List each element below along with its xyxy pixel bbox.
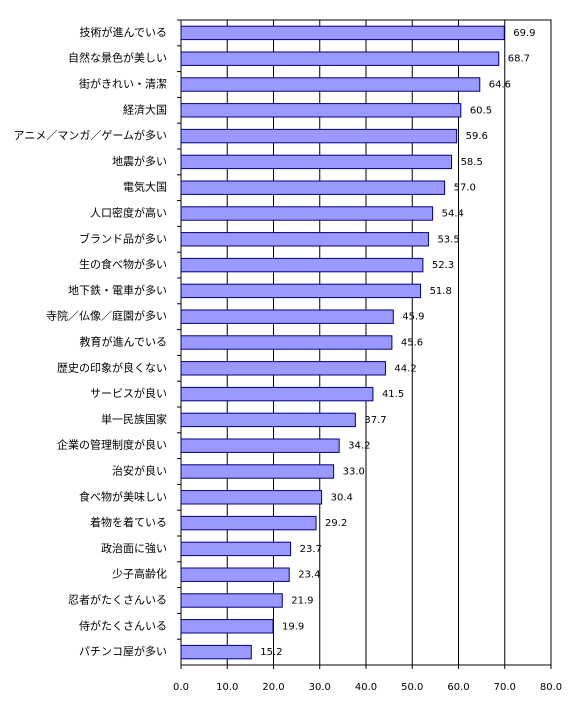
bar	[180, 51, 500, 66]
bar	[180, 412, 356, 428]
x-tick-label: 50.0	[401, 682, 423, 693]
value-label: 44.2	[394, 363, 416, 374]
bar	[180, 103, 462, 118]
value-label: 59.6	[466, 131, 488, 142]
bar	[180, 386, 374, 402]
y-tick-label: 技術が進んでいる	[80, 25, 167, 39]
bar	[180, 464, 335, 479]
bar	[180, 25, 505, 41]
bar	[180, 335, 393, 350]
value-label: 37.7	[364, 415, 386, 426]
y-tick-label: 食べ物が美味しい	[79, 489, 167, 503]
x-tick-label: 70.0	[494, 682, 516, 693]
y-tick-label: 政治面に強い	[101, 541, 167, 555]
value-label: 54.4	[442, 209, 464, 220]
y-tick-label: 街がきれい・清潔	[79, 77, 167, 91]
y-tick-label: ブランド品が多い	[79, 231, 167, 245]
value-label: 15.2	[260, 647, 282, 658]
x-tick-label: 80.0	[540, 682, 562, 693]
bar	[180, 515, 317, 531]
y-tick-label: 自然な景色が美しい	[68, 51, 167, 65]
bar	[180, 309, 394, 324]
y-tick-label: 単一民族国家	[101, 412, 167, 426]
bar	[180, 206, 434, 221]
y-tick-label: 治安が良い	[112, 464, 167, 478]
y-tick-label: 教育が進んでいる	[80, 335, 167, 349]
y-tick-label: 人口密度が高い	[90, 206, 167, 220]
value-label: 19.9	[282, 621, 304, 632]
bar	[180, 77, 481, 92]
y-tick-label: 歴史の印象が良くない	[57, 360, 167, 374]
value-label: 69.9	[513, 28, 535, 39]
y-tick-label: 生の食べ物が多い	[79, 257, 167, 271]
x-tick-label: 30.0	[309, 682, 331, 693]
y-tick-label: 着物を着ている	[90, 515, 167, 529]
value-label: 33.0	[343, 467, 365, 478]
bar	[180, 154, 453, 170]
y-tick-label: パチンコ屋が多い	[79, 644, 167, 658]
bar	[180, 490, 323, 505]
bar	[180, 438, 340, 453]
y-tick-label: 企業の管理制度が良い	[57, 438, 167, 452]
x-tick-label: 40.0	[355, 682, 377, 693]
value-label: 58.5	[461, 157, 483, 168]
y-tick-label: 電気大国	[123, 180, 167, 194]
y-tick-label: 経済大国	[123, 102, 167, 116]
bar	[180, 283, 422, 299]
value-label: 41.5	[382, 389, 404, 400]
value-label: 51.8	[430, 286, 452, 297]
value-label: 23.4	[298, 570, 320, 581]
x-tick-label: 10.0	[216, 682, 238, 693]
value-label: 30.4	[331, 492, 353, 503]
y-tick-label: 寺院／仏像／庭園が多い	[46, 309, 167, 323]
bar	[180, 232, 429, 247]
y-tick-label: 少子高齢化	[112, 567, 167, 581]
y-tick-label: 忍者がたくさんいる	[68, 593, 167, 607]
value-label: 21.9	[291, 596, 313, 607]
value-label: 64.6	[489, 80, 511, 91]
value-label: 57.0	[454, 183, 476, 194]
value-label: 45.6	[401, 338, 423, 349]
value-label: 68.7	[508, 54, 530, 65]
value-label: 52.3	[432, 260, 454, 271]
value-label: 45.9	[402, 312, 424, 323]
y-tick-label: 侍がたくさんいる	[79, 618, 167, 632]
x-tick-label: 60.0	[447, 682, 469, 693]
y-tick-label: 地下鉄・電車が多い	[68, 283, 167, 297]
bar	[180, 593, 283, 608]
bar	[180, 619, 274, 634]
value-label: 53.5	[437, 234, 459, 245]
bar	[180, 128, 458, 144]
value-label: 29.2	[325, 518, 347, 529]
y-tick-label: 地震が多い	[112, 154, 167, 168]
x-tick-label: 20.0	[262, 682, 284, 693]
value-label: 23.7	[300, 544, 322, 555]
bar	[180, 180, 446, 195]
bar	[180, 361, 386, 376]
bar	[180, 257, 424, 273]
y-tick-label: アニメ／マンガ／ゲームが多い	[14, 128, 167, 142]
bar	[180, 644, 252, 660]
y-tick-label: サービスが良い	[90, 386, 167, 400]
x-tick-label: 0.0	[173, 682, 189, 693]
value-label: 34.2	[348, 441, 370, 452]
value-label: 60.5	[470, 105, 492, 116]
bar	[180, 567, 290, 582]
bar	[180, 541, 292, 557]
